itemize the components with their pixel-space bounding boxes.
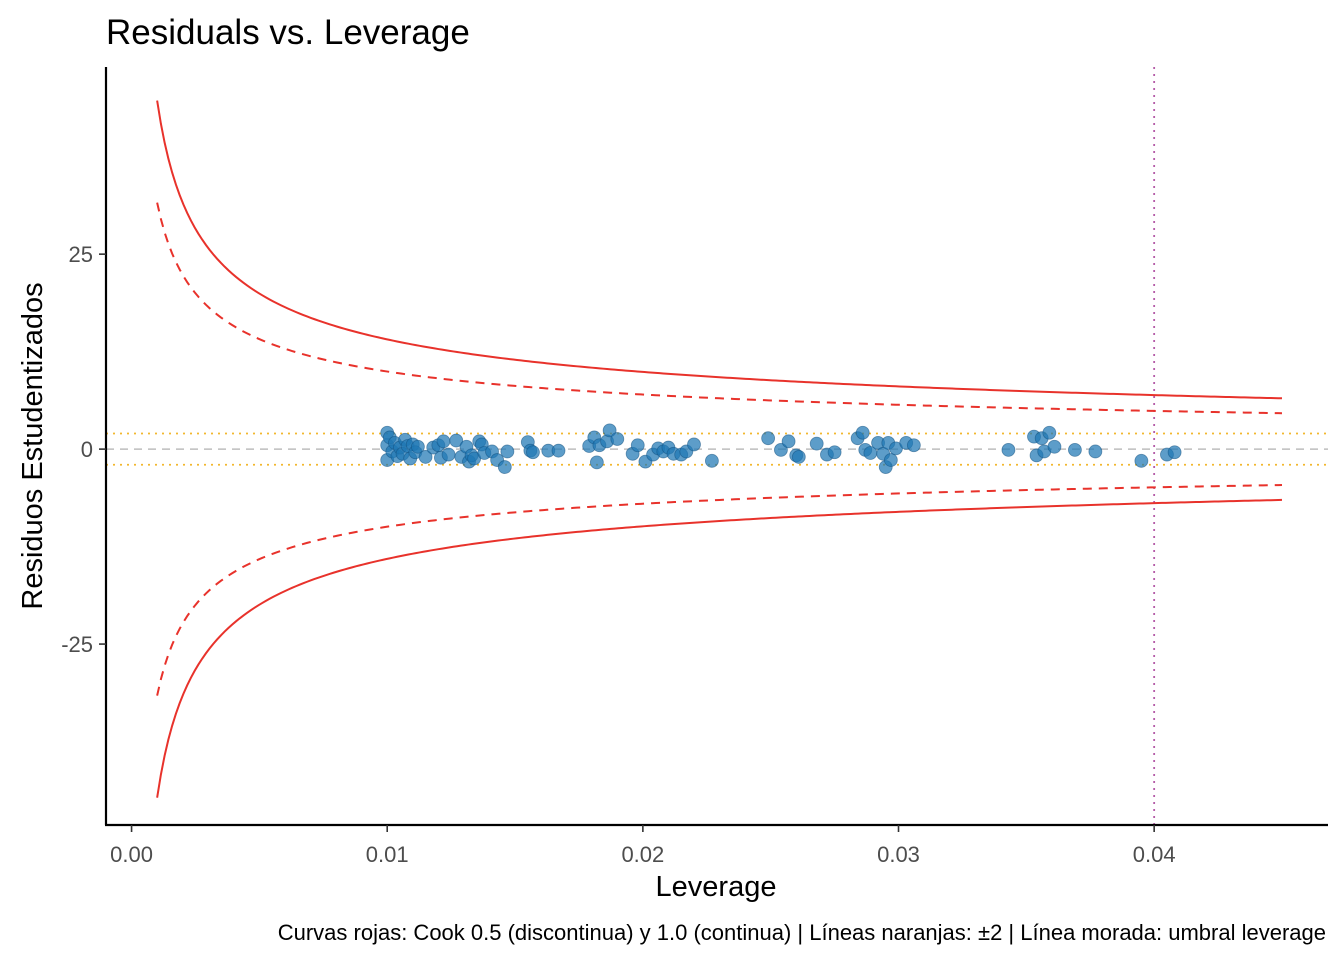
- cook-curve-0.5-lower: [156, 484, 1282, 696]
- data-point: [855, 425, 870, 440]
- data-point: [1134, 453, 1149, 468]
- data-point: [418, 450, 433, 464]
- x-tick-label: 0.03: [877, 842, 920, 867]
- x-axis-ticks: 0.00 0.01 0.02 0.03 0.04: [110, 825, 1176, 867]
- cook-curve-1-lower: [156, 498, 1283, 798]
- x-tick-label: 0.04: [1133, 842, 1176, 867]
- y-tick-label: 25: [69, 242, 93, 267]
- data-point: [602, 423, 617, 438]
- cook-distance-curves: [156, 100, 1283, 798]
- cook-curve-1-upper: [156, 100, 1283, 400]
- data-point: [589, 455, 604, 470]
- data-point: [761, 431, 776, 446]
- data-point: [630, 438, 645, 453]
- reference-lines: [106, 67, 1328, 825]
- data-point: [906, 438, 921, 453]
- data-point: [687, 437, 701, 452]
- data-points: [380, 423, 1182, 474]
- data-point: [1042, 425, 1057, 440]
- data-point: [410, 439, 425, 454]
- data-point: [827, 445, 842, 460]
- plot-panel: [106, 67, 1328, 825]
- x-tick-label: 0.01: [366, 842, 409, 867]
- data-point: [774, 442, 788, 457]
- y-axis-label: Residuos Estudentizados: [17, 282, 49, 609]
- data-point: [791, 450, 806, 464]
- cook-curve-0.5-upper: [156, 202, 1282, 415]
- chart-title: Residuals vs. Leverage: [106, 13, 470, 52]
- data-point: [1068, 442, 1082, 457]
- data-point: [1047, 439, 1062, 454]
- x-axis-label: Leverage: [656, 871, 777, 903]
- data-point: [551, 443, 566, 458]
- data-point: [449, 433, 464, 448]
- data-point: [441, 447, 456, 462]
- y-tick-label: -25: [61, 632, 93, 657]
- data-point: [883, 453, 898, 467]
- data-point: [1167, 445, 1182, 460]
- y-axis-ticks: -25 0 25: [61, 242, 106, 657]
- y-tick-label: 0: [81, 437, 93, 462]
- x-tick-label: 0.00: [110, 842, 153, 867]
- data-point: [526, 445, 540, 460]
- data-point: [500, 444, 515, 459]
- data-point: [610, 432, 625, 446]
- x-tick-label: 0.02: [621, 842, 664, 867]
- chart-caption: Curvas rojas: Cook 0.5 (discontinua) y 1…: [278, 920, 1326, 945]
- data-point: [1001, 442, 1016, 457]
- data-point: [781, 434, 796, 449]
- data-point: [809, 436, 824, 451]
- data-point: [497, 460, 512, 474]
- data-point: [704, 453, 719, 468]
- data-point: [1088, 444, 1103, 459]
- data-point: [436, 434, 451, 449]
